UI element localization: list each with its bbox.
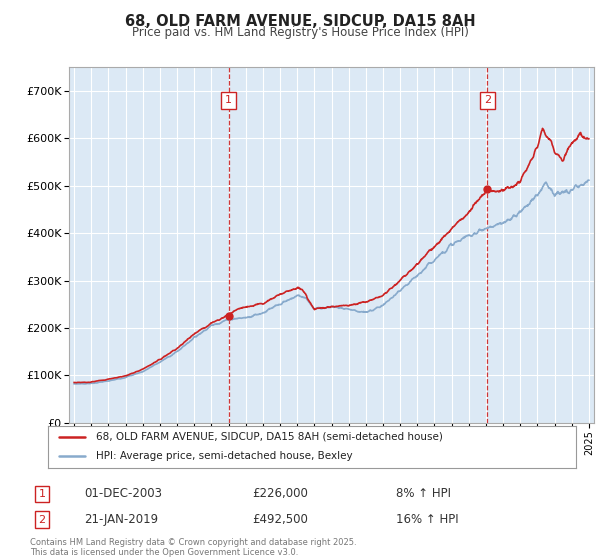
Text: 16% ↑ HPI: 16% ↑ HPI bbox=[396, 513, 458, 526]
Text: 68, OLD FARM AVENUE, SIDCUP, DA15 8AH: 68, OLD FARM AVENUE, SIDCUP, DA15 8AH bbox=[125, 14, 475, 29]
Text: Contains HM Land Registry data © Crown copyright and database right 2025.
This d: Contains HM Land Registry data © Crown c… bbox=[30, 538, 356, 557]
Text: HPI: Average price, semi-detached house, Bexley: HPI: Average price, semi-detached house,… bbox=[95, 451, 352, 461]
Text: 01-DEC-2003: 01-DEC-2003 bbox=[84, 487, 162, 501]
Text: £226,000: £226,000 bbox=[252, 487, 308, 501]
Text: 2: 2 bbox=[38, 515, 46, 525]
Text: 68, OLD FARM AVENUE, SIDCUP, DA15 8AH (semi-detached house): 68, OLD FARM AVENUE, SIDCUP, DA15 8AH (s… bbox=[95, 432, 442, 442]
Text: 8% ↑ HPI: 8% ↑ HPI bbox=[396, 487, 451, 501]
Text: 21-JAN-2019: 21-JAN-2019 bbox=[84, 513, 158, 526]
Text: £492,500: £492,500 bbox=[252, 513, 308, 526]
Text: 1: 1 bbox=[225, 95, 232, 105]
Text: 1: 1 bbox=[38, 489, 46, 499]
Text: Price paid vs. HM Land Registry's House Price Index (HPI): Price paid vs. HM Land Registry's House … bbox=[131, 26, 469, 39]
Text: 2: 2 bbox=[484, 95, 491, 105]
